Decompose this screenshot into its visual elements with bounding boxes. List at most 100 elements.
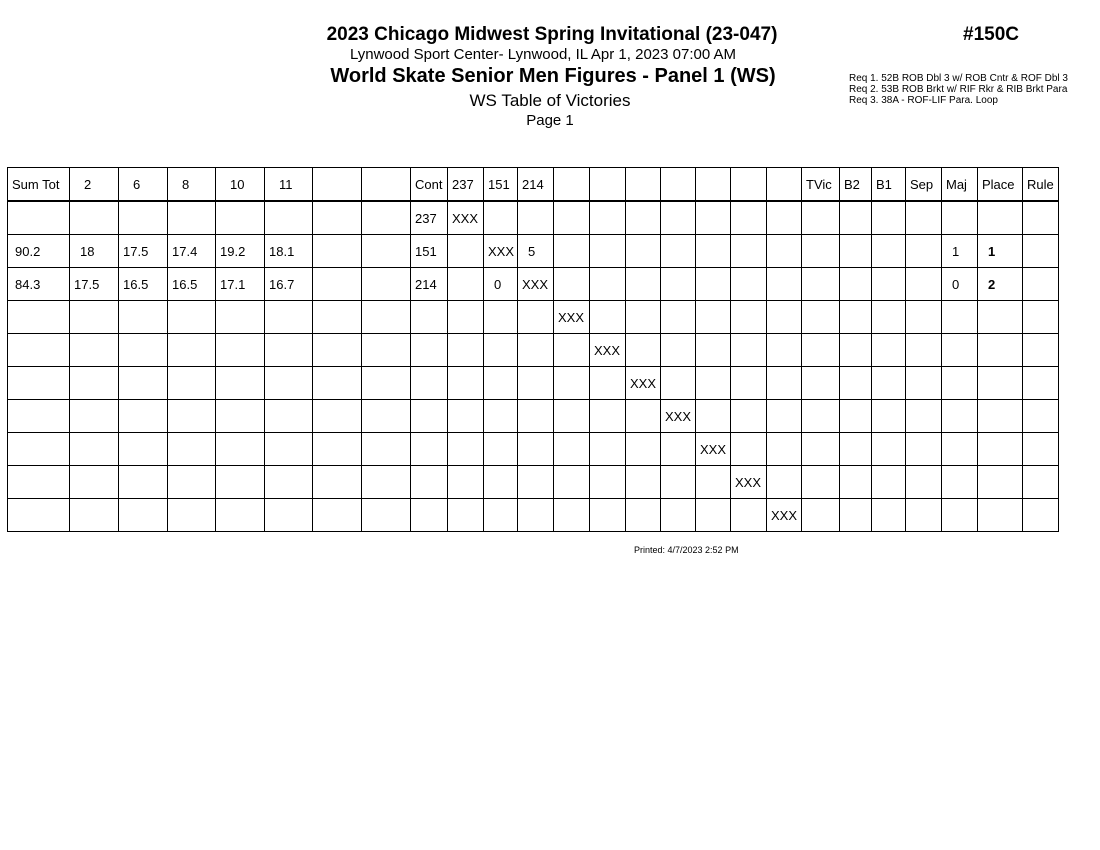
table-cell: 90.2 [7,234,70,268]
table-cell [553,267,590,301]
table-cell [167,333,216,367]
column-header [589,167,626,202]
table-cell [905,267,942,301]
table-cell [839,399,872,433]
table-cell [447,432,484,466]
table-cell [7,300,70,334]
table-cell [553,498,590,532]
column-header [730,167,767,202]
table-cell [839,267,872,301]
table-cell [589,366,626,400]
table-cell [730,267,767,301]
table-cell [1022,399,1059,433]
column-header: Sum Tot [7,167,70,202]
table-cell [839,498,872,532]
table-cell [69,465,119,499]
table-cell [589,399,626,433]
table-cell [871,267,906,301]
table-cell [801,498,840,532]
column-header [312,167,362,202]
table-cell [905,432,942,466]
table-cell [118,465,168,499]
table-cell [1022,465,1059,499]
table-cell [1022,498,1059,532]
table-cell: XXX [625,366,661,400]
table-cell [215,333,265,367]
table-cell [625,267,661,301]
table-cell [553,366,590,400]
table-cell [1022,366,1059,400]
table-cell [264,366,313,400]
table-cell [801,267,840,301]
column-header: Place [977,167,1023,202]
requirement: Req 1. 52B ROB Dbl 3 w/ ROB Cntr & ROF D… [849,73,1068,84]
table-cell [517,399,554,433]
table-cell [361,300,411,334]
table-cell [801,200,840,235]
table-cell [7,366,70,400]
table-cell [871,200,906,235]
table-cell [695,200,731,235]
table-cell [766,200,802,235]
table-cell [483,300,518,334]
table-cell [941,465,978,499]
table-row: XXX [7,498,1059,532]
table-cell [871,333,906,367]
table-cell [361,498,411,532]
table-cell: XXX [695,432,731,466]
table-cell [1022,432,1059,466]
table-cell [361,399,411,433]
table-cell: 1 [941,234,978,268]
table-cell [1022,267,1059,301]
table-cell [361,366,411,400]
requirement: Req 3. 38A - ROF-LIF Para. Loop [849,95,998,106]
table-cell [483,366,518,400]
table-cell [589,267,626,301]
table-cell [215,465,265,499]
table-cell [215,300,265,334]
table-cell [977,333,1023,367]
table-cell [660,366,696,400]
table-cell [553,333,590,367]
table-cell [766,267,802,301]
table-cell [589,465,626,499]
event-number: #150C [963,24,1019,45]
table-cell: 16.7 [264,267,313,301]
table-cell [167,498,216,532]
table-cell: 84.3 [7,267,70,301]
table-cell [695,267,731,301]
table-cell [517,333,554,367]
table-cell [118,399,168,433]
table-cell [483,465,518,499]
table-cell [517,300,554,334]
table-cell [695,399,731,433]
table-cell: XXX [589,333,626,367]
table-cell [264,399,313,433]
table-cell [977,366,1023,400]
table-cell [660,465,696,499]
column-header: Rule [1022,167,1059,202]
table-cell: 17.5 [69,267,119,301]
table-cell [589,498,626,532]
column-header [695,167,731,202]
table-cell [361,432,411,466]
table-cell [625,300,661,334]
printed-timestamp: Printed: 4/7/2023 2:52 PM [634,545,739,555]
table-cell [264,465,313,499]
table-cell [730,300,767,334]
table-cell [553,432,590,466]
table-cell [839,300,872,334]
column-header: Sep [905,167,942,202]
table-cell [69,300,119,334]
table-cell [905,498,942,532]
table-cell [801,399,840,433]
table-cell [695,333,731,367]
table-cell [625,465,661,499]
table-cell [839,366,872,400]
table-cell [801,366,840,400]
table-cell [801,333,840,367]
table-cell [730,366,767,400]
table-cell [517,200,554,235]
table-cell [695,366,731,400]
table-cell [215,366,265,400]
